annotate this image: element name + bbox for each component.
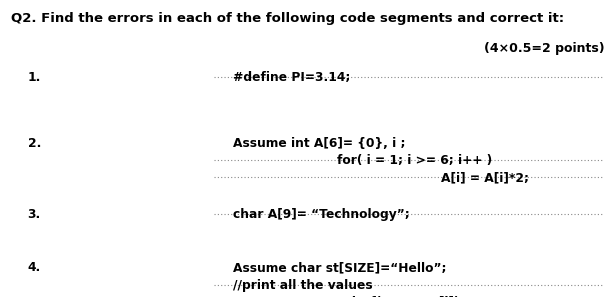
Text: 1.: 1.	[28, 71, 41, 84]
Text: (4×0.5=2 points): (4×0.5=2 points)	[484, 42, 605, 55]
Text: //print all the values: //print all the values	[233, 279, 372, 292]
Text: 4.: 4.	[28, 261, 41, 274]
Text: printf(“%c”, st[i]);: printf(“%c”, st[i]);	[337, 296, 464, 297]
Text: 3.: 3.	[28, 208, 41, 221]
Text: 2.: 2.	[28, 137, 41, 150]
Text: Assume char st[SIZE]=“Hello”;: Assume char st[SIZE]=“Hello”;	[233, 261, 446, 274]
Text: Q2. Find the errors in each of the following code segments and correct it:: Q2. Find the errors in each of the follo…	[11, 12, 564, 25]
Text: char A[9]= “Technology”;: char A[9]= “Technology”;	[233, 208, 409, 221]
Text: A[i] = A[i]*2;: A[i] = A[i]*2;	[441, 171, 529, 184]
Text: for( i = 1; i >= 6; i++ ): for( i = 1; i >= 6; i++ )	[337, 154, 491, 167]
Text: #define PI=3.14;: #define PI=3.14;	[233, 71, 350, 84]
Text: Assume int A[6]= {0}, i ;: Assume int A[6]= {0}, i ;	[233, 137, 405, 150]
